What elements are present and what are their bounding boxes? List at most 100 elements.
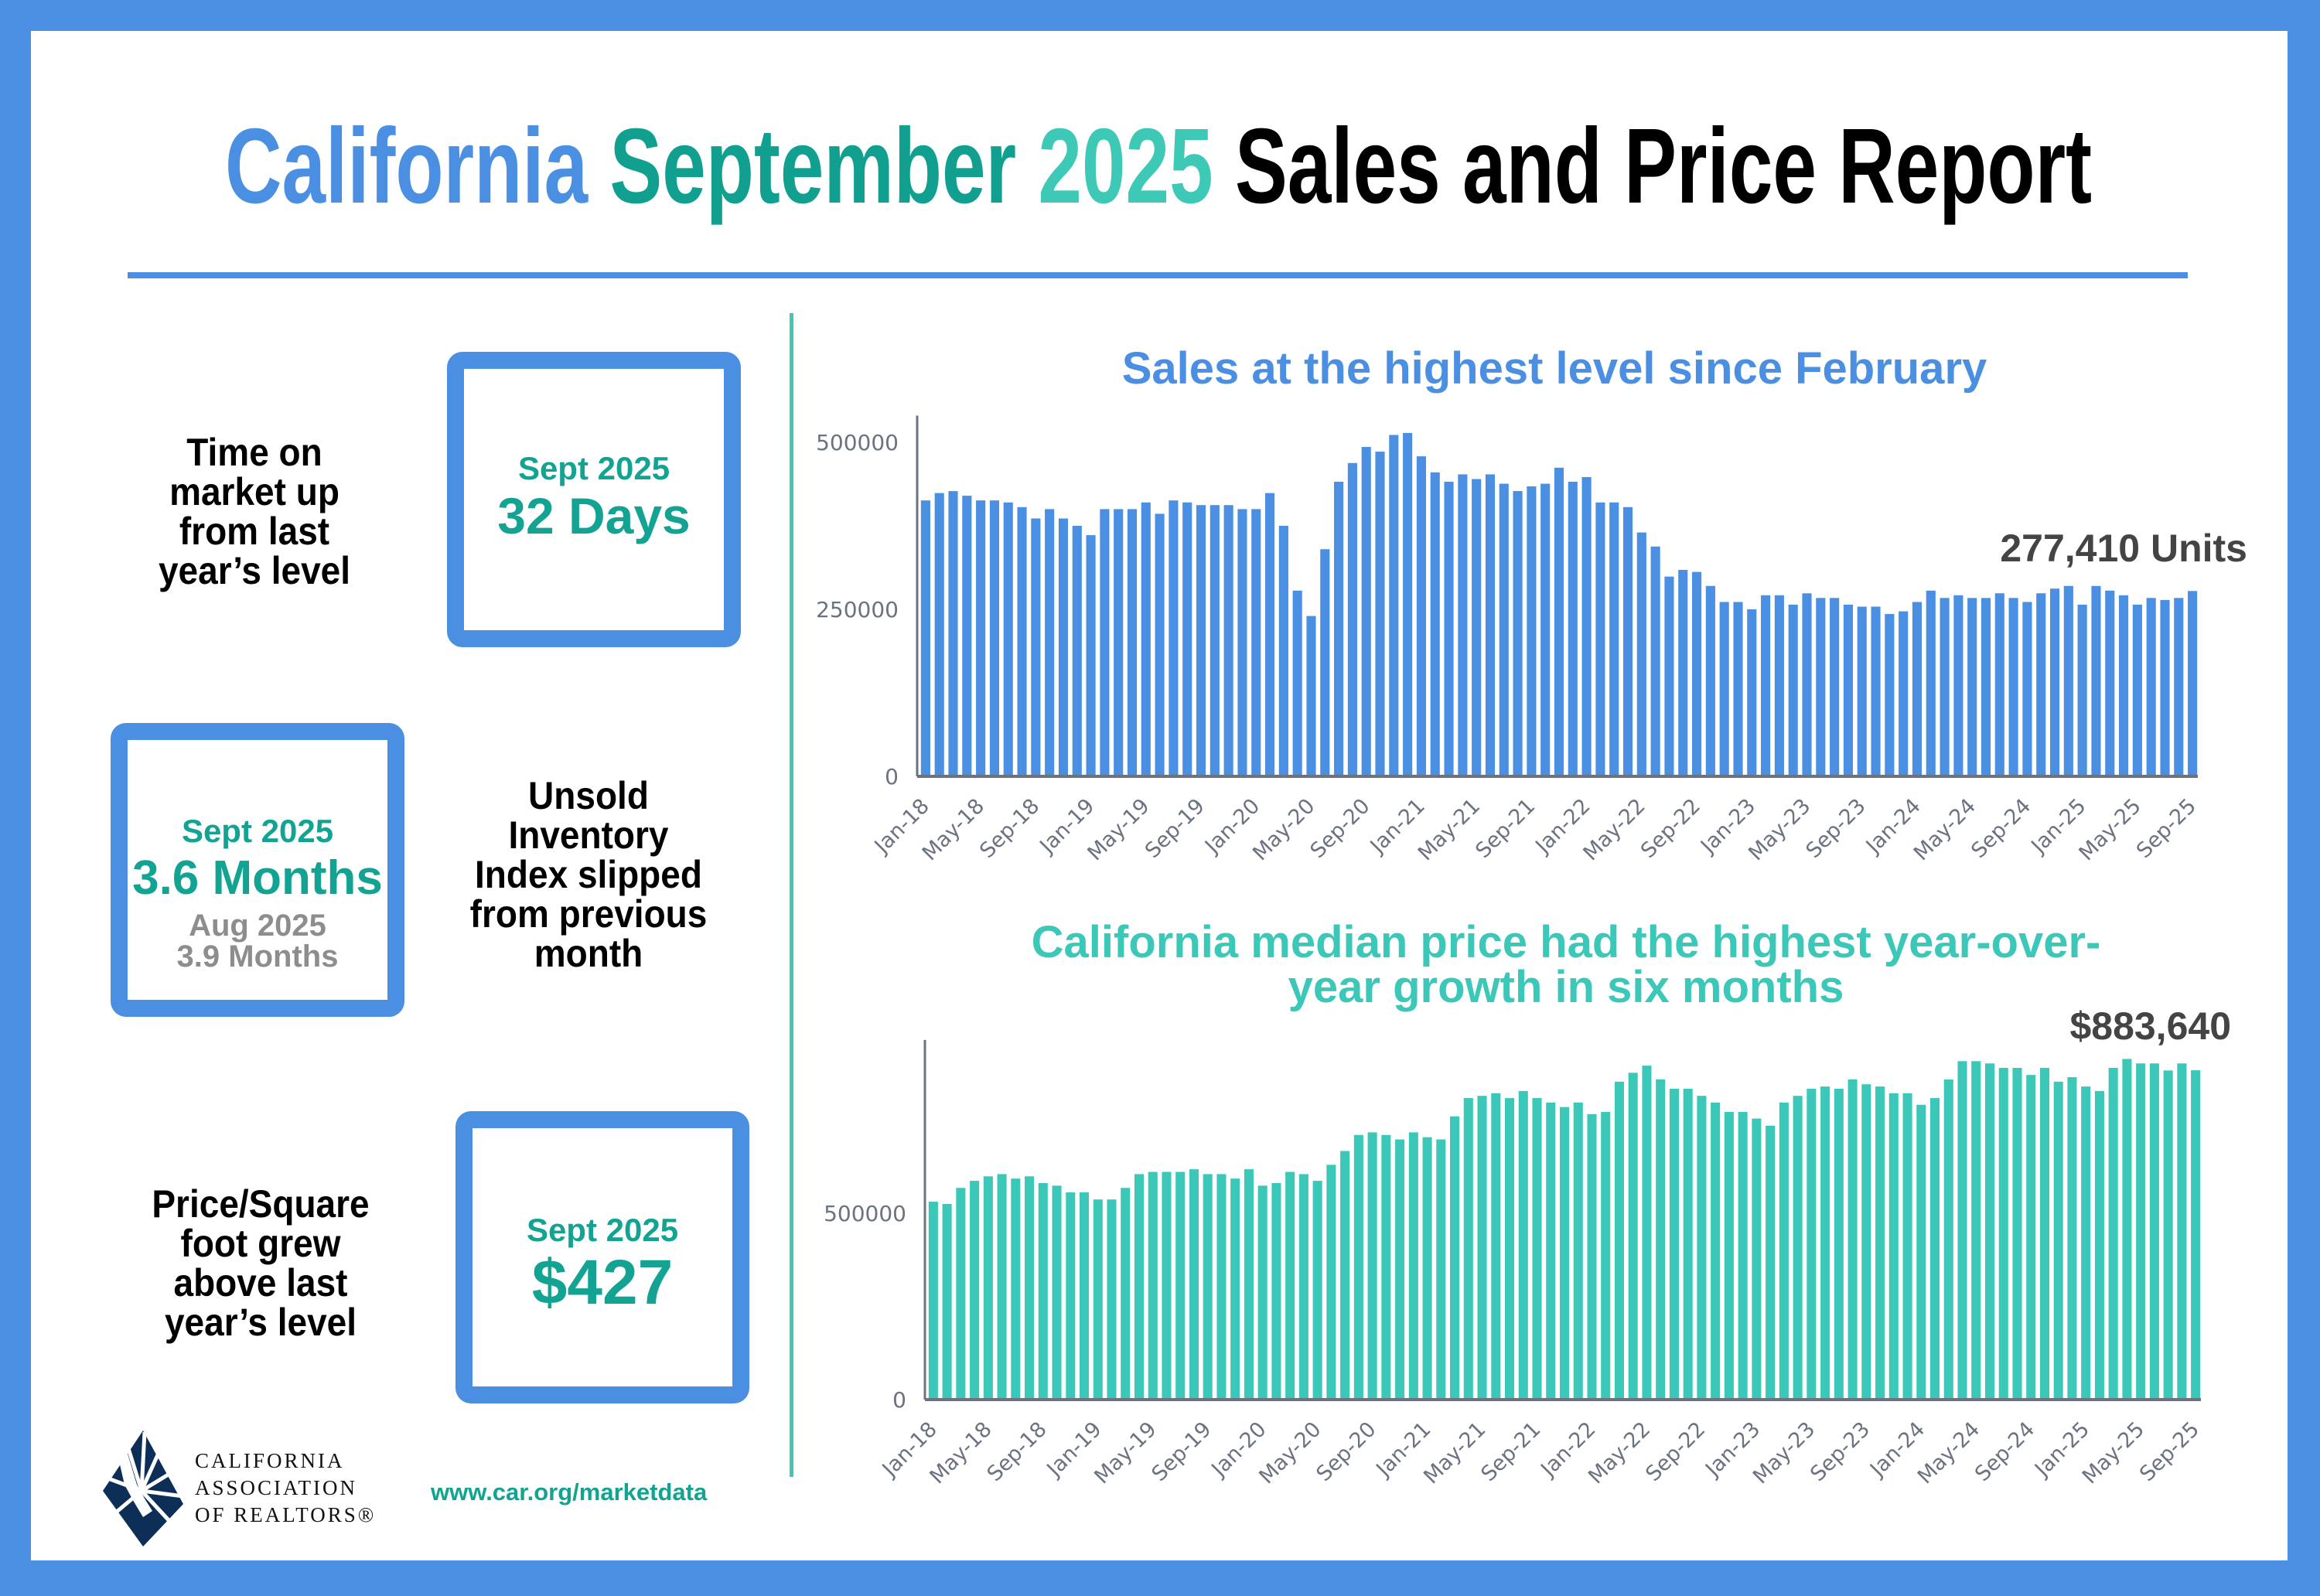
- sales-bar: [1045, 509, 1055, 776]
- logo-line: CALIFORNIA: [195, 1449, 345, 1472]
- sales-bar: [2188, 591, 2198, 776]
- sales-bar: [1733, 602, 1743, 776]
- price-bar: [2163, 1070, 2173, 1400]
- sales-bar: [2022, 602, 2032, 776]
- title-divider: [128, 272, 2188, 278]
- sales-bar: [1265, 493, 1275, 776]
- logo-line: OF REALTORS®: [195, 1503, 377, 1526]
- price-x-tick-label: May-24: [1913, 1417, 1984, 1489]
- stat-period: Sept 2025: [526, 1212, 679, 1248]
- title-line: year growth in six months: [1288, 962, 1844, 1012]
- price-bar: [2136, 1063, 2146, 1400]
- sales-bar: [1802, 593, 1812, 776]
- sales-bar: [920, 500, 930, 776]
- price-bar: [1697, 1096, 1707, 1400]
- sales-annotation: 277,410 Units: [2000, 527, 2247, 570]
- price-bar: [1271, 1182, 1281, 1400]
- label-line: year’s level: [164, 1301, 357, 1344]
- price-x-tick-label: May-21: [1419, 1417, 1490, 1489]
- price-bar: [2081, 1086, 2091, 1400]
- sales-bar: [2119, 595, 2129, 776]
- price-bar: [1738, 1111, 1748, 1400]
- price-bar: [1984, 1063, 1995, 1400]
- stat-value: $427: [531, 1247, 674, 1318]
- price-bar: [1285, 1171, 1295, 1400]
- sales-bar: [1114, 509, 1124, 776]
- price-bar: [1148, 1171, 1158, 1400]
- price-bar: [1450, 1116, 1460, 1400]
- sales-bar: [1664, 576, 1674, 776]
- sales-bar: [1774, 595, 1784, 776]
- price-bar: [2026, 1075, 2036, 1400]
- sales-bar: [1871, 606, 1881, 776]
- price-bar: [1957, 1061, 1967, 1400]
- price-bar: [1353, 1134, 1363, 1400]
- price-bar: [1902, 1093, 1912, 1400]
- price-annotation: $883,640: [2069, 1004, 2231, 1048]
- sales-x-tick-label: Sep-24: [1967, 794, 2035, 863]
- price-bar: [997, 1174, 1007, 1400]
- price-bar: [2191, 1070, 2201, 1400]
- price-bar: [1820, 1086, 1830, 1400]
- price-bar: [1943, 1079, 1953, 1400]
- stat-value: 32 Days: [497, 487, 691, 544]
- price-bar: [1463, 1098, 1473, 1400]
- price-bar: [2094, 1090, 2104, 1400]
- title-month: September: [609, 107, 1016, 226]
- price-bar: [1175, 1171, 1186, 1400]
- price-bar: [1505, 1098, 1515, 1400]
- sales-bar: [1747, 609, 1757, 776]
- price-bar: [1038, 1182, 1048, 1400]
- sales-x-tick-label: May-18: [918, 794, 989, 865]
- sales-x-tick-label: Sep-25: [2132, 794, 2201, 863]
- sales-bar: [1058, 518, 1069, 776]
- price-bar: [1312, 1181, 1322, 1400]
- price-bar: [1491, 1093, 1501, 1400]
- price-bar: [1724, 1111, 1734, 1400]
- sales-bar: [1609, 502, 1619, 776]
- sales-bar: [1403, 432, 1413, 776]
- price-chart-title: California median price had the highest …: [835, 920, 2297, 1010]
- price-bar: [1888, 1093, 1899, 1400]
- price-bar: [1601, 1111, 1611, 1400]
- price-bar: [956, 1188, 966, 1400]
- stat-price-sqft-label: Price/Square foot grew above last year’s…: [118, 1185, 403, 1342]
- price-bar: [1134, 1174, 1145, 1400]
- sales-bar: [1692, 571, 1702, 776]
- sales-bar: [1554, 467, 1564, 776]
- price-bar: [1230, 1178, 1240, 1400]
- sales-bar: [1389, 435, 1399, 776]
- sales-bar: [1209, 505, 1220, 776]
- price-x-tick-label: May-25: [2078, 1417, 2149, 1489]
- sales-bar: [1885, 614, 1895, 776]
- price-x-tick-label: Sep-18: [983, 1417, 1052, 1486]
- sales-bar: [2036, 593, 2046, 776]
- price-bar: [928, 1202, 938, 1400]
- price-x-tick-label: Sep-23: [1806, 1417, 1875, 1486]
- sales-bar: [962, 496, 972, 776]
- sales-bar: [1127, 509, 1138, 776]
- label-line: foot grew: [180, 1222, 341, 1265]
- sales-bar: [1320, 549, 1330, 776]
- sales-bar: [1003, 502, 1013, 776]
- sales-bar: [1513, 491, 1523, 776]
- sales-bar: [1816, 598, 1826, 776]
- sales-bar: [1761, 595, 1771, 776]
- price-bar: [1546, 1102, 1556, 1400]
- price-bar: [1916, 1104, 1926, 1400]
- sales-bar: [2077, 604, 2087, 776]
- label-line: year’s level: [158, 549, 351, 592]
- stat-inventory-label: Unsold Inventory Index slipped from prev…: [446, 776, 731, 974]
- car-logo-icon: [103, 1431, 184, 1547]
- price-bar: [1121, 1188, 1131, 1400]
- label-line: Time on: [186, 431, 322, 474]
- price-bar: [1807, 1089, 1817, 1400]
- market-data-link[interactable]: www.car.org/marketdata: [431, 1478, 708, 1506]
- sales-bar: [948, 491, 958, 776]
- sales-bar: [1375, 452, 1385, 776]
- sales-bar: [989, 500, 999, 776]
- sales-bar: [1141, 502, 1151, 776]
- price-bar: [1080, 1192, 1090, 1400]
- sales-bar: [1169, 500, 1179, 776]
